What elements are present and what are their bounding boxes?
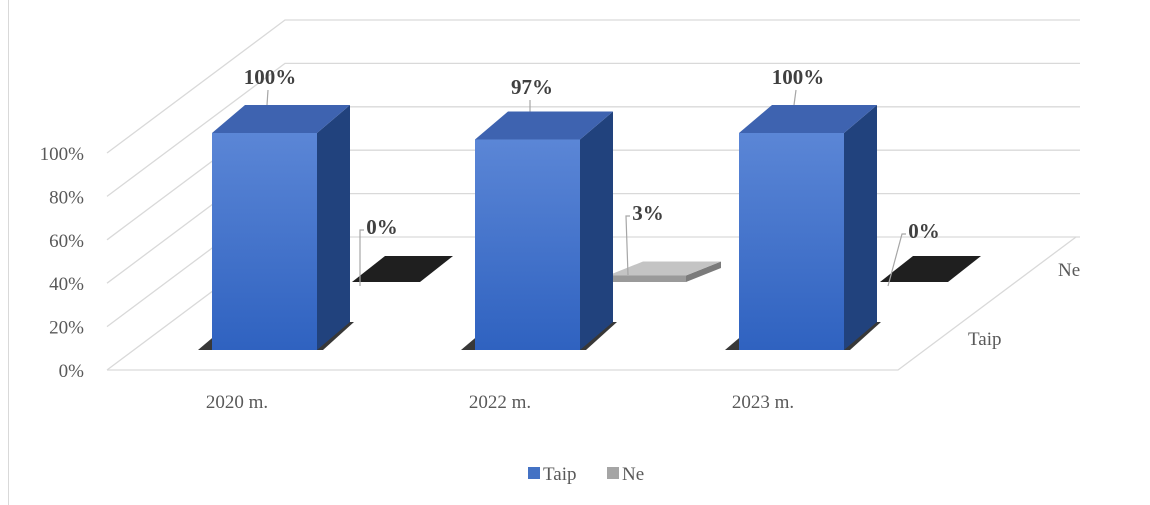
x-category-label: 2023 m. [732, 392, 794, 413]
y-axis-ticks: 0% 20% 40% 60% 80% 100% [40, 144, 85, 382]
bar-ne-flat [352, 256, 453, 282]
floor-edge [107, 236, 1077, 371]
y-tick-label: 60% [49, 231, 84, 252]
leader-line [887, 233, 906, 287]
x-axis-categories: 2020 m. 2022 m. 2023 m. [206, 392, 794, 413]
x-category-label: 2020 m. [206, 392, 268, 413]
legend-swatch [607, 467, 619, 479]
gridline [106, 62, 1080, 197]
bar-front [212, 133, 317, 350]
bar-side [580, 111, 613, 350]
depth-axis-label: Ne [1058, 260, 1080, 281]
bar-side [317, 105, 350, 350]
bar-top [608, 261, 721, 276]
y-tick-label: 40% [49, 274, 84, 295]
bar-front [739, 133, 844, 350]
data-label-taip: 97% [511, 75, 553, 99]
data-label-ne: 3% [632, 201, 664, 225]
leader-line [359, 229, 364, 286]
bar-front [608, 275, 686, 282]
leader-line [793, 89, 797, 106]
bar-taip [461, 111, 617, 350]
legend-swatch [528, 467, 540, 479]
bar-side [686, 261, 721, 282]
data-label-taip: 100% [244, 65, 297, 89]
bar-taip [725, 105, 881, 350]
data-labels: 100% 97% 100% 0% 3% 0% [244, 65, 940, 287]
legend-label: Taip [543, 464, 577, 485]
leader-line [266, 89, 269, 106]
bar-side [844, 105, 877, 350]
bar-top [212, 105, 350, 133]
leader-line [625, 215, 630, 276]
bar-top [739, 105, 877, 133]
bar-top [475, 111, 613, 140]
bar-ne [352, 256, 453, 282]
legend: Taip Ne [528, 464, 644, 485]
bar-front [475, 139, 580, 350]
legend-label: Ne [622, 464, 644, 485]
data-label-ne: 0% [366, 215, 398, 239]
bar-ne [608, 261, 721, 282]
depth-axis-labels: Taip Ne [968, 260, 1080, 350]
y-tick-label: 80% [49, 187, 84, 208]
y-tick-label: 20% [49, 318, 84, 339]
chart-frame-edge [8, 0, 9, 505]
depth-axis-label: Taip [968, 329, 1002, 350]
gridline [106, 19, 1080, 154]
data-label-ne: 0% [908, 219, 940, 243]
data-label-taip: 100% [772, 65, 825, 89]
y-tick-label: 100% [40, 144, 85, 165]
bar-ne-flat [880, 256, 981, 282]
bars [198, 105, 981, 350]
bar-ne [880, 256, 981, 282]
y-tick-label: 0% [59, 361, 85, 382]
bar-taip [198, 105, 354, 350]
x-category-label: 2022 m. [469, 392, 531, 413]
